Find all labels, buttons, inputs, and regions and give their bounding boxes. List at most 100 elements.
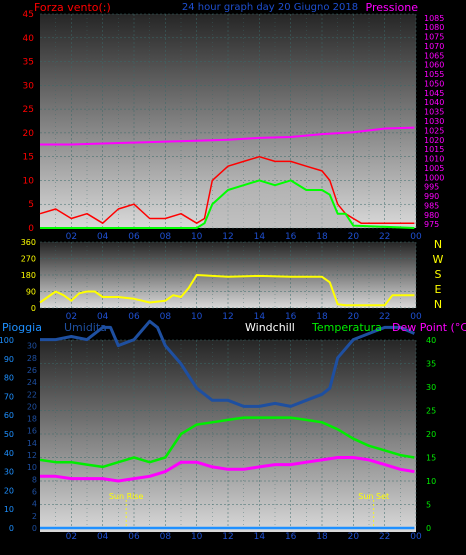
dewpoint-line xyxy=(40,456,415,483)
y-right-tick-label: 1065 xyxy=(424,51,444,60)
temperature-line xyxy=(39,416,415,469)
temp-tick-label: 25 xyxy=(426,407,436,416)
x-tick-label: 18 xyxy=(316,232,328,242)
y-right-tick-label: 1085 xyxy=(424,14,444,23)
x-tick-label: 20 xyxy=(348,532,360,542)
x-tick-label: 00 xyxy=(410,312,422,322)
x-tick-label: 00 xyxy=(410,532,422,542)
x-tick-label: 04 xyxy=(97,232,109,242)
humidity-tick-label: 24 xyxy=(27,378,37,387)
sun-marker-label: Sun Rise xyxy=(109,492,144,501)
x-tick-label: 20 xyxy=(348,312,360,322)
x-tick-label: 16 xyxy=(285,312,297,322)
x-tick-label: 22 xyxy=(379,312,390,322)
y-left-tick-label: 45 xyxy=(23,10,34,20)
y-right-tick-label: 1025 xyxy=(424,126,444,135)
rain-tick-label: 30 xyxy=(4,468,14,477)
x-tick-label: 14 xyxy=(254,532,266,542)
direction-tick-label: 0 xyxy=(31,304,36,313)
compass-label: S xyxy=(435,268,442,281)
x-tick-label: 14 xyxy=(254,232,266,242)
humidity-tick-label: 0 xyxy=(32,524,37,533)
y-right-tick-label: 1040 xyxy=(424,98,444,107)
y-right-tick-label: 1060 xyxy=(424,61,444,70)
x-tick-label: 14 xyxy=(254,312,266,322)
humidity-tick-label: 26 xyxy=(27,366,37,375)
windchill-label: Windchill xyxy=(245,321,295,334)
x-tick-label: 10 xyxy=(191,312,203,322)
y-right-tick-label: 1015 xyxy=(424,145,444,154)
x-tick-label: 08 xyxy=(160,232,172,242)
humidity-tick-label: 12 xyxy=(27,451,37,460)
rain-tick-label: 80 xyxy=(4,374,14,383)
rain-tick-label: 0 xyxy=(9,524,14,533)
x-tick-label: 10 xyxy=(191,532,203,542)
humidity-axis-label: Umidita xyxy=(64,321,107,334)
y-right-tick-label: 1055 xyxy=(424,70,444,79)
y-right-tick-label: 1005 xyxy=(424,164,444,173)
x-tick-label: 10 xyxy=(191,232,203,242)
gust-line xyxy=(39,155,415,224)
x-tick-label: 06 xyxy=(128,532,140,542)
x-tick-label: 18 xyxy=(316,532,328,542)
wind-avg-line xyxy=(40,179,415,229)
temp-tick-label: 0 xyxy=(426,524,431,533)
humidity-tick-label: 28 xyxy=(27,354,37,363)
wind-axis-label: Forza vento(:) xyxy=(34,1,111,14)
x-tick-label: 02 xyxy=(66,232,77,242)
direction-tick-label: 270 xyxy=(21,255,36,264)
direction-tick-label: 90 xyxy=(26,288,36,297)
compass-label: E xyxy=(435,283,442,296)
x-tick-label: 16 xyxy=(285,532,297,542)
direction-tick-label: 360 xyxy=(21,238,36,247)
rain-tick-label: 60 xyxy=(4,411,14,420)
y-right-tick-label: 1045 xyxy=(424,89,444,98)
compass-label: N xyxy=(434,238,442,251)
humidity-tick-label: 8 xyxy=(32,475,37,484)
y-right-tick-label: 985 xyxy=(424,201,439,210)
x-tick-label: 18 xyxy=(316,312,328,322)
x-tick-label: 06 xyxy=(128,232,140,242)
direction-tick-label: 180 xyxy=(21,271,36,280)
humidity-tick-label: 16 xyxy=(27,427,37,436)
x-tick-label: 12 xyxy=(222,312,233,322)
humidity-line xyxy=(40,319,415,408)
y-right-tick-label: 1020 xyxy=(424,136,444,145)
y-right-tick-label: 1050 xyxy=(424,79,444,88)
direction-line xyxy=(39,274,415,307)
rain-tick-label: 20 xyxy=(4,486,14,495)
temperature-label: Temperatura xyxy=(311,321,382,334)
temp-tick-label: 30 xyxy=(426,383,436,392)
sun-marker-label: Sun Set xyxy=(358,492,389,501)
temp-tick-label: 40 xyxy=(426,336,436,345)
x-tick-label: 04 xyxy=(97,312,109,322)
wind-avg-area xyxy=(40,180,415,228)
y-left-tick-label: 25 xyxy=(23,105,34,115)
x-tick-label: 08 xyxy=(160,532,172,542)
y-left-tick-label: 40 xyxy=(23,34,35,44)
y-right-tick-label: 1080 xyxy=(424,23,444,32)
dewpoint-label: Dew Point (°C) xyxy=(392,321,466,334)
x-tick-label: 22 xyxy=(379,532,390,542)
x-tick-label: 12 xyxy=(222,532,233,542)
temp-tick-label: 15 xyxy=(426,454,436,463)
rain-tick-label: 100 xyxy=(0,336,14,345)
temp-tick-label: 5 xyxy=(426,501,431,510)
x-tick-label: 04 xyxy=(97,532,109,542)
y-left-tick-label: 20 xyxy=(23,129,35,139)
y-right-tick-label: 980 xyxy=(424,211,439,220)
humidity-tick-label: 22 xyxy=(27,390,37,399)
x-tick-label: 08 xyxy=(160,312,172,322)
y-right-tick-label: 1030 xyxy=(424,117,444,126)
y-right-tick-label: 1035 xyxy=(424,108,444,117)
x-tick-label: 20 xyxy=(348,232,360,242)
humidity-tick-label: 4 xyxy=(32,500,37,509)
pressure-axis-label: Pressione xyxy=(366,1,419,14)
y-left-tick-label: 0 xyxy=(28,224,34,234)
y-left-tick-label: 35 xyxy=(23,58,34,68)
rain-tick-label: 50 xyxy=(4,430,14,439)
y-right-tick-label: 1075 xyxy=(424,33,444,42)
humidity-tick-label: 30 xyxy=(27,342,37,351)
humidity-tick-label: 20 xyxy=(27,402,37,411)
